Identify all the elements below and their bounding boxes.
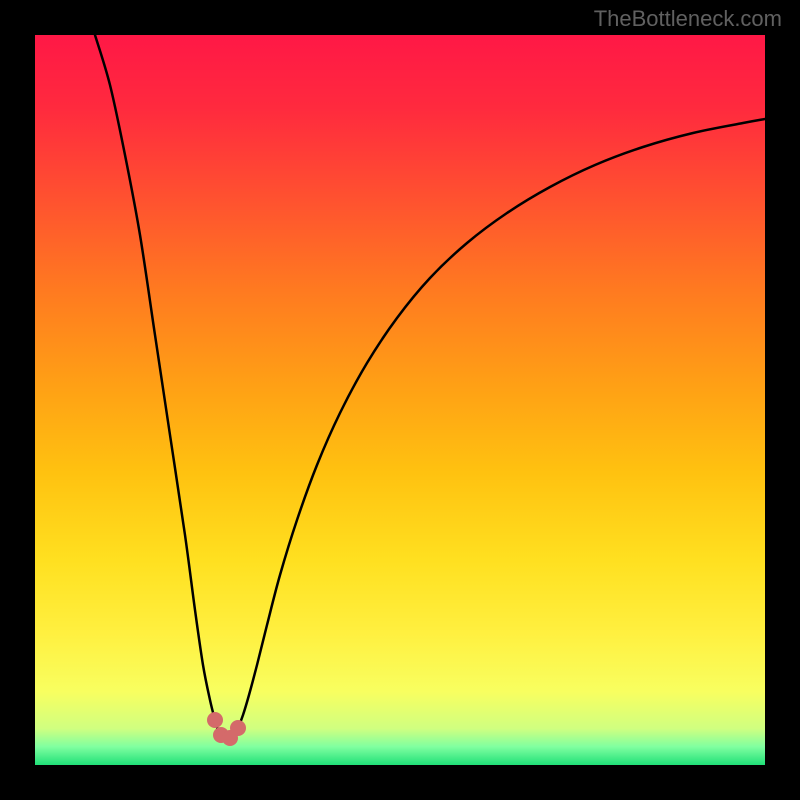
highlight-marker xyxy=(207,712,223,728)
chart-container: TheBottleneck.com xyxy=(0,0,800,800)
highlight-marker xyxy=(230,720,246,736)
curve-layer xyxy=(35,35,765,765)
bottleneck-curve xyxy=(95,35,765,738)
marker-group xyxy=(207,712,246,746)
watermark-text: TheBottleneck.com xyxy=(594,6,782,32)
plot-area xyxy=(35,35,765,765)
